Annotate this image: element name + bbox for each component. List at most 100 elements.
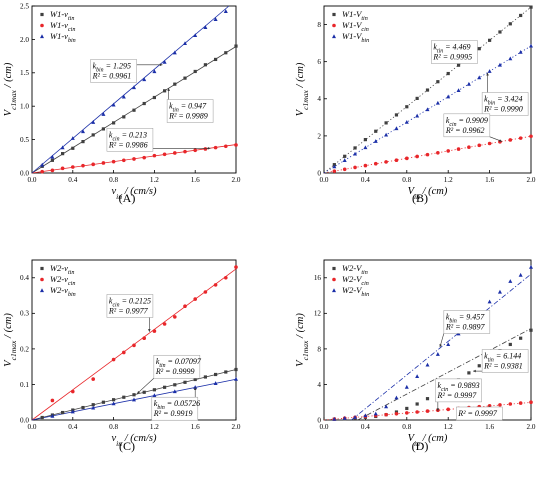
data-point [425, 107, 430, 112]
data-point [61, 410, 65, 415]
data-point [353, 165, 357, 170]
data-point [162, 322, 167, 326]
legend-label: W2-Vtin [342, 263, 368, 276]
data-point [467, 145, 471, 150]
y-axis-label: Vc1max / (cm) [295, 313, 310, 367]
data-point [71, 165, 75, 169]
y-tick-label: 4 [317, 381, 321, 389]
annotation-box [106, 294, 154, 318]
x-tick-label: 1.6 [191, 176, 200, 184]
data-point [404, 384, 409, 389]
data-point [142, 155, 146, 160]
data-point [373, 161, 378, 166]
data-point [519, 13, 523, 18]
y-tick-label: 16 [314, 274, 322, 282]
data-point [467, 371, 471, 375]
x-axis-label: Vin / (cm) [408, 186, 448, 201]
legend-marker [332, 266, 336, 271]
data-point [70, 136, 75, 140]
data-point [122, 395, 126, 399]
data-point [112, 398, 116, 402]
data-point [384, 160, 388, 164]
data-point [81, 129, 85, 134]
legend-marker [40, 23, 44, 28]
y-tick-label: 0.1 [20, 381, 29, 389]
data-point [183, 380, 187, 384]
data-point [81, 163, 85, 168]
data-point [363, 413, 368, 418]
data-point [152, 153, 157, 158]
data-point [193, 377, 197, 382]
data-point [518, 272, 523, 277]
legend-label: W1-vbin [50, 31, 76, 44]
plot-frame [31, 259, 237, 421]
annotation-arrowhead [439, 344, 442, 348]
data-point [50, 154, 55, 159]
data-point [163, 89, 167, 93]
data-point [353, 415, 358, 419]
data-point [436, 80, 440, 84]
legend-label: W1-Vtin [342, 9, 368, 22]
data-point [363, 138, 367, 142]
y-tick-label: 0.5 [20, 136, 29, 144]
data-point [111, 159, 116, 164]
plot-frame [31, 5, 237, 174]
y-tick-label: 2.5 [20, 2, 29, 10]
fit-line-3 [351, 273, 532, 421]
data-point [101, 400, 105, 404]
data-point [61, 152, 65, 156]
panel-label: (D) [412, 439, 429, 453]
data-point [466, 81, 471, 86]
data-point [142, 101, 146, 106]
data-point [40, 169, 44, 174]
data-point [477, 75, 482, 80]
x-tick-label: 0.4 [68, 423, 77, 431]
data-point [152, 69, 157, 74]
annotation-box [443, 113, 491, 138]
data-point [415, 96, 419, 101]
annotation-box [151, 396, 199, 421]
x-tick-label: 1.6 [485, 423, 494, 431]
fit-line-2 [323, 402, 532, 421]
data-point [529, 400, 533, 405]
data-point [435, 352, 440, 356]
data-point [374, 129, 378, 133]
data-point [477, 47, 481, 51]
data-point [193, 385, 198, 389]
data-point [446, 407, 451, 412]
data-point [60, 145, 65, 150]
legend-marker [332, 277, 336, 282]
x-tick-label: 1.6 [191, 423, 200, 431]
data-point [518, 136, 523, 140]
data-point [405, 406, 409, 411]
data-point [152, 393, 157, 398]
data-point [172, 389, 177, 394]
annotation-slope: kbin = 0.05726 [154, 399, 200, 411]
data-point [498, 30, 502, 34]
data-point [173, 82, 177, 86]
data-point [213, 145, 218, 150]
legend-marker [332, 12, 336, 17]
data-point [224, 370, 228, 374]
legend-marker [332, 23, 336, 28]
data-point [373, 411, 378, 416]
y-tick-label: 1.5 [20, 69, 29, 77]
y-tick-label: 2.0 [20, 36, 29, 44]
data-point [487, 141, 492, 146]
data-point [363, 163, 368, 168]
x-tick-label: 0.8 [402, 176, 411, 184]
x-tick-label: 0.8 [109, 423, 118, 431]
y-tick-label: 0.0 [20, 169, 29, 177]
data-point [425, 152, 430, 157]
data-point [497, 289, 502, 294]
data-point [446, 94, 451, 99]
data-point [163, 385, 167, 389]
y-tick-label: 8 [317, 21, 321, 29]
annotation-r2: R² = 0.9962 [445, 126, 485, 135]
data-point [405, 411, 409, 415]
data-point [121, 94, 126, 99]
plot-frame [323, 5, 532, 174]
